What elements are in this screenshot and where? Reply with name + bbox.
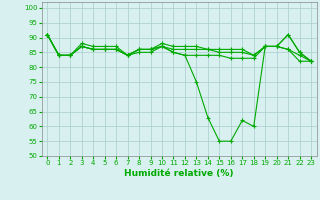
X-axis label: Humidité relative (%): Humidité relative (%) — [124, 169, 234, 178]
